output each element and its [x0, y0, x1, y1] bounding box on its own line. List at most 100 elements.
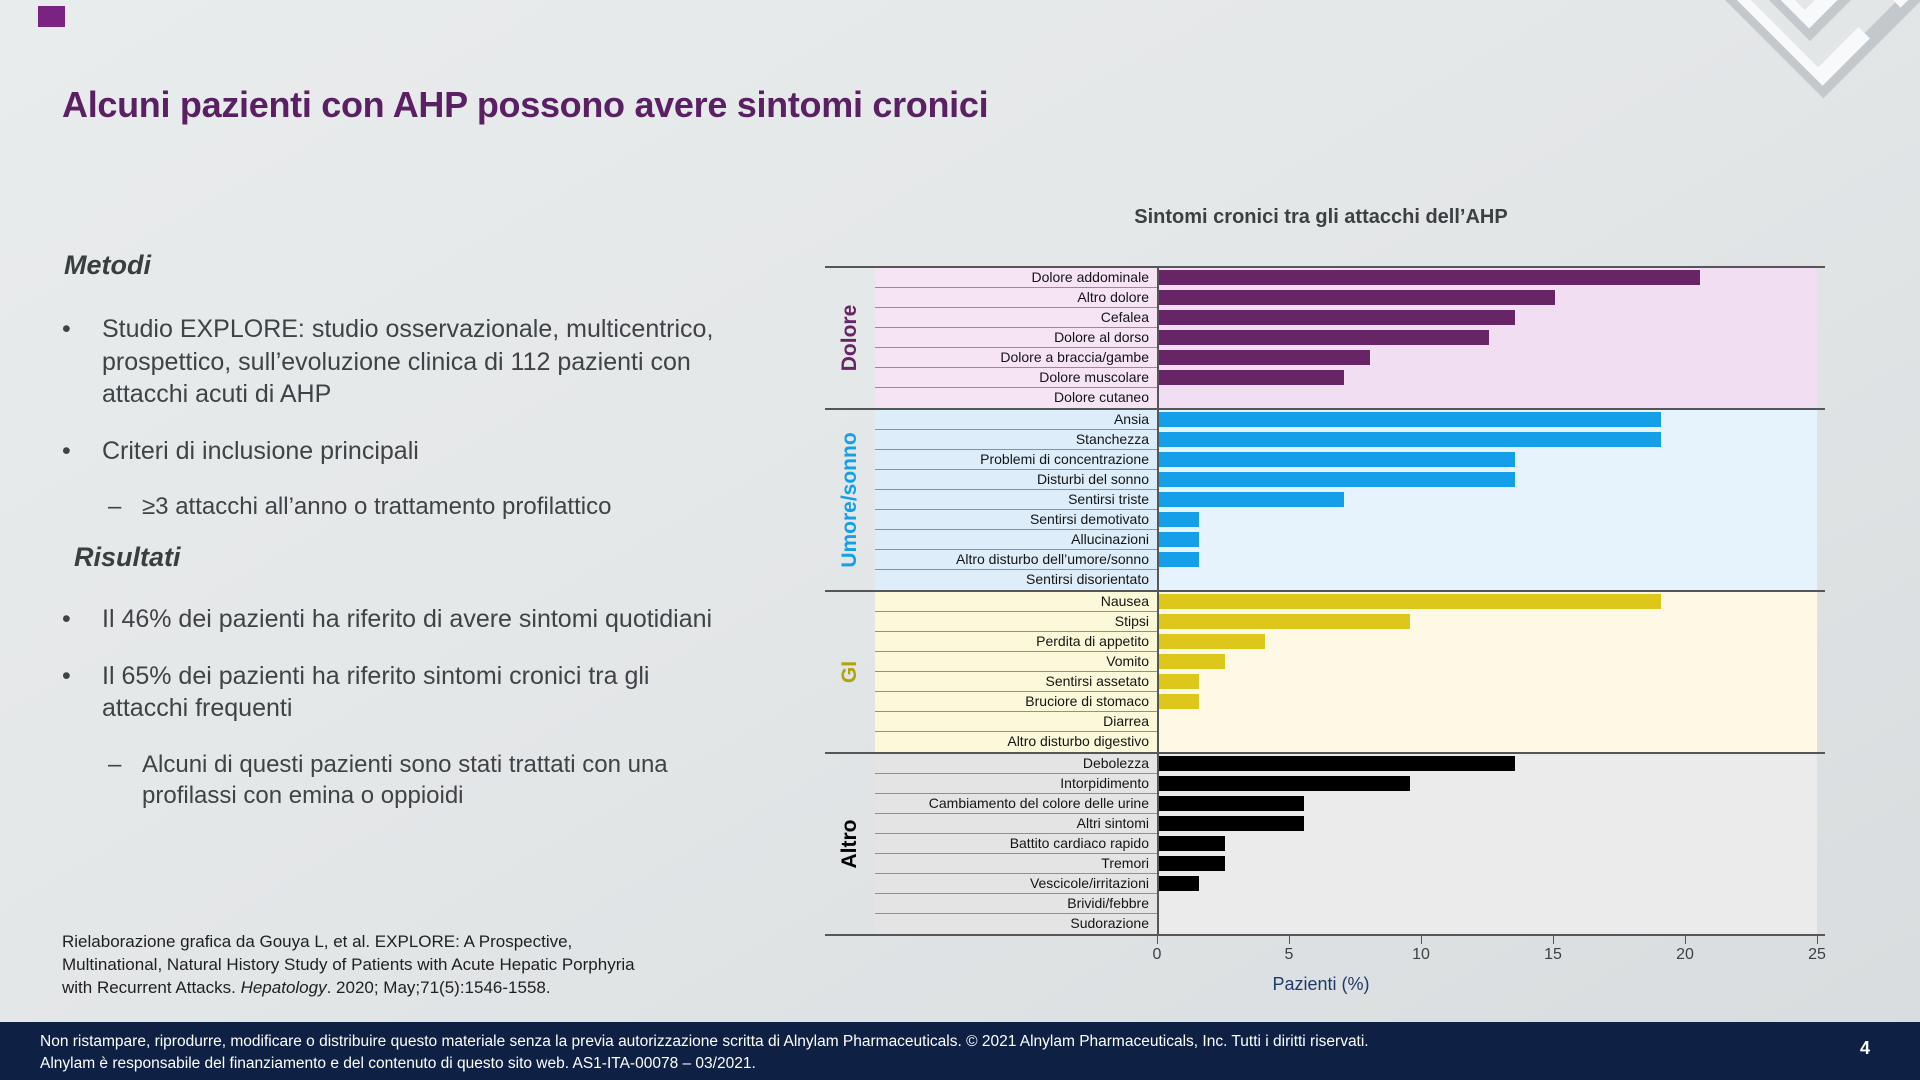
- method-bullet-1: • Studio EXPLORE: studio osservazionale,…: [62, 313, 734, 411]
- chart-row: Debolezza: [875, 754, 1817, 774]
- page-title: Alcuni pazienti con AHP possono avere si…: [62, 84, 989, 125]
- row-label: Stipsi: [875, 612, 1157, 632]
- row-label: Cefalea: [875, 308, 1157, 328]
- chart-row: Allucinazioni: [875, 530, 1817, 550]
- bar: [1159, 472, 1516, 487]
- chart-row: Stipsi: [875, 612, 1817, 632]
- row-plot: [1157, 268, 1817, 288]
- row-label: Altri sintomi: [875, 814, 1157, 834]
- chart-row: Dolore muscolare: [875, 368, 1817, 388]
- axis-tick-label: 20: [1676, 946, 1694, 963]
- bar: [1159, 816, 1305, 831]
- chart-title: Sintomi cronici tra gli attacchi dell’AH…: [1134, 206, 1508, 228]
- chart-row: Intorpidimento: [875, 774, 1817, 794]
- row-label: Sentirsi disorientato: [875, 570, 1157, 590]
- axis-tick-label: 10: [1412, 946, 1430, 963]
- row-label: Nausea: [875, 592, 1157, 612]
- bullet-icon: •: [62, 436, 71, 465]
- x-axis-tick-labels: 0 5 10 15 20 25: [1153, 944, 1826, 966]
- chart-row: Dolore al dorso: [875, 328, 1817, 348]
- axis-tick-label: 0: [1152, 946, 1162, 963]
- page-number: 4: [1859, 1038, 1870, 1058]
- chart-row: Dolore cutaneo: [875, 388, 1817, 408]
- row-plot: [1157, 774, 1817, 794]
- chart-row: Cambiamento del colore delle urine: [875, 794, 1817, 814]
- chart-row: Altro disturbo digestivo: [875, 732, 1817, 752]
- x-axis-title: Pazienti (%): [1272, 974, 1370, 994]
- chart-row: Ansia: [875, 410, 1817, 430]
- results-heading: Risultati: [74, 542, 181, 573]
- row-plot: [1157, 308, 1817, 328]
- bar: [1159, 756, 1516, 771]
- chart-group-altro: Altro Debolezza Intorpidimento Cambiamento …: [825, 752, 1825, 936]
- bar: [1159, 330, 1489, 345]
- chart-row: Sentirsi triste: [875, 490, 1817, 510]
- row-plot: [1157, 450, 1817, 470]
- row-label: Battito cardiaco rapido: [875, 834, 1157, 854]
- chart-body: Dolore Dolore addominale Altro dolore Cefal…: [825, 266, 1825, 936]
- row-label: Altro disturbo dell’umore/sonno: [875, 550, 1157, 570]
- row-label: Stanchezza: [875, 430, 1157, 450]
- group-label-text: Altro: [838, 819, 861, 869]
- chart-row: Vescicole/irritazioni: [875, 874, 1817, 894]
- chart-group-dolore: Dolore Dolore addominale Altro dolore Cefal…: [825, 266, 1825, 408]
- row-plot: [1157, 672, 1817, 692]
- footer-line-2: Alnylam è responsabile del finanziamento…: [40, 1055, 756, 1073]
- row-label: Disturbi del sonno: [875, 470, 1157, 490]
- group-label-text: Dolore: [838, 304, 861, 372]
- bar: [1159, 512, 1199, 527]
- row-label: Dolore muscolare: [875, 368, 1157, 388]
- group-rows: Dolore addominale Altro dolore Cefalea Dolo…: [875, 268, 1817, 408]
- row-label: Sentirsi assetato: [875, 672, 1157, 692]
- citation: Rielaborazione grafica da Gouya L, et al…: [62, 932, 635, 998]
- chart-row: Vomito: [875, 652, 1817, 672]
- chart-row: Sentirsi assetato: [875, 672, 1817, 692]
- group-label: GI: [825, 592, 875, 752]
- row-label: Diarrea: [875, 712, 1157, 732]
- row-plot: [1157, 814, 1817, 834]
- row-label: Dolore cutaneo: [875, 388, 1157, 408]
- bullet-text: Il 65% dei pazienti ha riferito sintomi …: [102, 661, 650, 723]
- chart-row: Sentirsi demotivato: [875, 510, 1817, 530]
- row-plot: [1157, 732, 1817, 752]
- bullet-text: Alcuni di questi pazienti sono stati tra…: [142, 750, 668, 809]
- axis-tick: [1289, 936, 1290, 944]
- bullet-icon: •: [62, 315, 71, 343]
- row-label: Sentirsi demotivato: [875, 510, 1157, 530]
- dash-icon: –: [108, 493, 122, 520]
- footer-line-1: Non ristampare, riprodurre, modificare o…: [40, 1033, 1369, 1050]
- row-plot: [1157, 754, 1817, 774]
- bar: [1159, 350, 1371, 365]
- chart-row: Sentirsi disorientato: [875, 570, 1817, 590]
- bar: [1159, 796, 1305, 811]
- row-label: Bruciore di stomaco: [875, 692, 1157, 712]
- bar: [1159, 432, 1661, 447]
- row-label: Ansia: [875, 410, 1157, 430]
- row-plot: [1157, 894, 1817, 914]
- chart-row: Nausea: [875, 592, 1817, 612]
- bar: [1159, 694, 1199, 709]
- row-plot: [1157, 712, 1817, 732]
- row-plot: [1157, 288, 1817, 308]
- axis-tick-label: 25: [1808, 946, 1826, 963]
- group-label-text: Umore/sonno: [838, 432, 861, 568]
- bar: [1159, 370, 1344, 385]
- chart-row: Disturbi del sonno: [875, 470, 1817, 490]
- axis-tick-label: 5: [1284, 946, 1294, 963]
- row-plot: [1157, 570, 1817, 590]
- row-label: Altro disturbo digestivo: [875, 732, 1157, 752]
- bar: [1159, 532, 1199, 547]
- row-plot: [1157, 692, 1817, 712]
- row-plot: [1157, 348, 1817, 368]
- methods-heading: Metodi: [64, 250, 151, 280]
- axis-tick: [1553, 936, 1554, 944]
- group-label: Dolore: [825, 268, 875, 408]
- row-label: Allucinazioni: [875, 530, 1157, 550]
- group-label: Umore/sonno: [825, 410, 875, 590]
- row-plot: [1157, 530, 1817, 550]
- footer-bar: Non ristampare, riprodurre, modificare o…: [0, 1022, 1920, 1080]
- row-label: Cambiamento del colore delle urine: [875, 794, 1157, 814]
- bar: [1159, 290, 1555, 305]
- x-axis-ticks: [1157, 936, 1818, 944]
- group-label-text: GI: [838, 660, 861, 684]
